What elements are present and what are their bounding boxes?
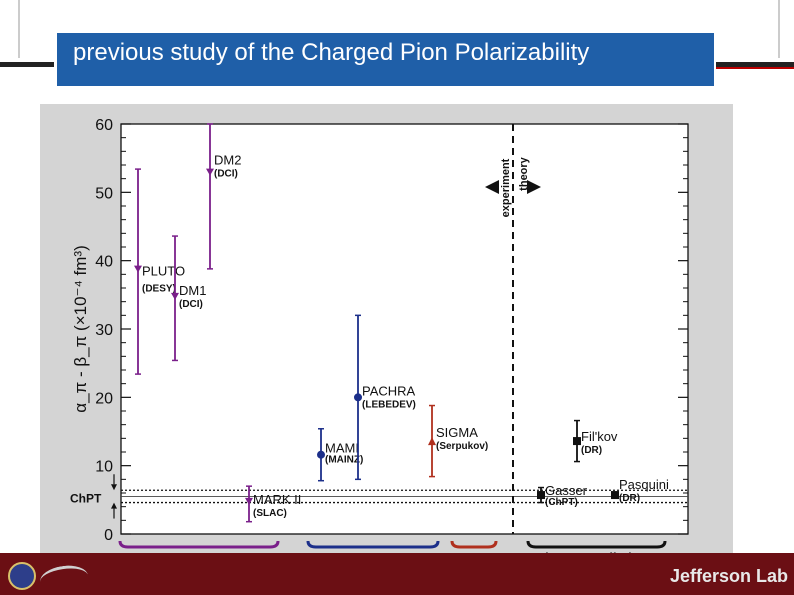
arrow-left-icon	[485, 180, 499, 194]
group-bracket	[306, 540, 440, 549]
point-name-label: Gasser	[545, 483, 588, 498]
data-point	[171, 292, 179, 300]
data-point	[428, 437, 436, 446]
y-tick-label: 20	[95, 390, 113, 407]
point-lab-label: (DCI)	[214, 169, 238, 180]
point-lab-label: (ChPT)	[545, 497, 578, 508]
slide-title: previous study of the Charged Pion Polar…	[57, 33, 714, 86]
y-tick-label: 40	[95, 254, 113, 271]
point-name-label: MAMI	[325, 441, 359, 456]
y-tick-label: 30	[95, 322, 113, 339]
point-lab-label: (DR)	[619, 493, 640, 504]
header-rule-left	[0, 62, 54, 67]
chpt-arrow-down	[111, 484, 117, 491]
point-name-label: MARK II	[253, 492, 301, 507]
y-tick-label: 50	[95, 185, 113, 202]
point-lab-label: (DR)	[581, 445, 602, 456]
chpt-arrow-up	[111, 502, 117, 509]
point-lab-label: (DESY)	[142, 284, 176, 295]
data-point	[611, 491, 619, 500]
point-lab-label: (MAINZ)	[325, 455, 363, 466]
data-point	[354, 393, 362, 402]
divider-label-experiment: experiment	[500, 158, 512, 217]
header-rule-right	[716, 62, 794, 67]
point-lab-label: (SLAC)	[253, 508, 287, 519]
pion-polarizability-chart: 0 10 20 30 40 50 60 α_π - β_π (×10⁻⁴ fm³) ChPT ex…	[70, 117, 689, 565]
data-point	[317, 450, 325, 459]
data-point	[573, 437, 581, 446]
chpt-label: ChPT	[70, 491, 102, 505]
group-bracket	[118, 540, 280, 549]
data-point	[206, 168, 214, 176]
footer-bar	[0, 553, 794, 595]
point-name-label: PLUTO	[142, 264, 185, 279]
header-rule-accent	[716, 67, 794, 69]
corner-frame-left	[0, 0, 20, 58]
group-bracket	[450, 540, 498, 549]
y-tick-label: 0	[104, 527, 113, 544]
y-axis-label: α_π - β_π (×10⁻⁴ fm³)	[71, 245, 90, 413]
point-name-label: DM1	[179, 283, 206, 298]
group-bracket	[526, 540, 667, 549]
point-lab-label: (LEBEDEV)	[362, 399, 416, 410]
y-tick-label: 60	[95, 117, 113, 134]
y-tick-label: 10	[95, 459, 113, 476]
point-name-label: DM2	[214, 153, 241, 168]
point-lab-label: (DCI)	[179, 299, 203, 310]
jefferson-lab-logo: Jefferson Lab	[669, 566, 788, 586]
point-name-label: Fil'kov	[581, 429, 618, 444]
point-name-label: PACHRA	[362, 383, 416, 398]
point-name-label: Pasquini	[619, 477, 669, 492]
data-point	[537, 491, 545, 500]
point-name-label: SIGMA	[436, 425, 478, 440]
data-point	[245, 497, 253, 505]
data-point	[134, 265, 142, 273]
point-lab-label: (Serpukov)	[436, 441, 488, 452]
corner-frame-right	[778, 0, 794, 58]
plot-frame	[120, 123, 689, 535]
arrow-right-icon	[527, 180, 541, 194]
lab-seal-icon	[8, 562, 36, 590]
